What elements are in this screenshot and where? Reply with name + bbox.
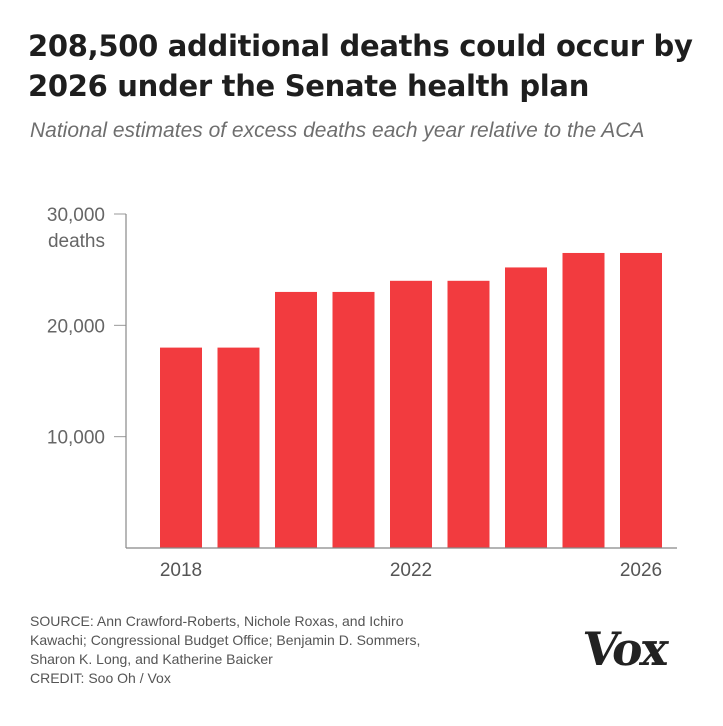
bar	[275, 291, 317, 548]
chart-title: 208,500 additional deaths could occur by…	[28, 29, 693, 103]
bar-chart: 10,000 20,000 30,000 deaths 2018 2022 2026	[47, 205, 677, 581]
bar	[620, 252, 662, 548]
credit-line: CREDIT: Soo Oh / Vox	[30, 670, 171, 686]
vox-logo: Vox	[579, 622, 671, 676]
source-line: Kawachi; Congressional Budget Office; Be…	[30, 632, 421, 648]
source-line: Sharon K. Long, and Katherine Baicker	[30, 651, 273, 667]
bar	[332, 291, 375, 548]
bar	[160, 347, 202, 548]
y-unit-label: deaths	[48, 231, 105, 252]
bar	[505, 267, 547, 548]
bar	[217, 347, 260, 548]
bar	[562, 252, 605, 548]
x-tick-label: 2018	[160, 560, 202, 581]
y-tick-label: 10,000	[47, 428, 105, 449]
source-note: SOURCE: Ann Crawford-Roberts, Nichole Ro…	[30, 612, 550, 688]
y-tick-label: 20,000	[47, 316, 105, 337]
x-tick-label: 2026	[620, 560, 662, 581]
y-tick-label: 30,000	[47, 205, 105, 226]
x-tick-label: 2022	[390, 560, 432, 581]
bar	[390, 280, 432, 548]
chart-subtitle: National estimates of excess deaths each…	[30, 119, 645, 142]
bar	[447, 280, 490, 548]
source-line: SOURCE: Ann Crawford-Roberts, Nichole Ro…	[30, 613, 404, 629]
